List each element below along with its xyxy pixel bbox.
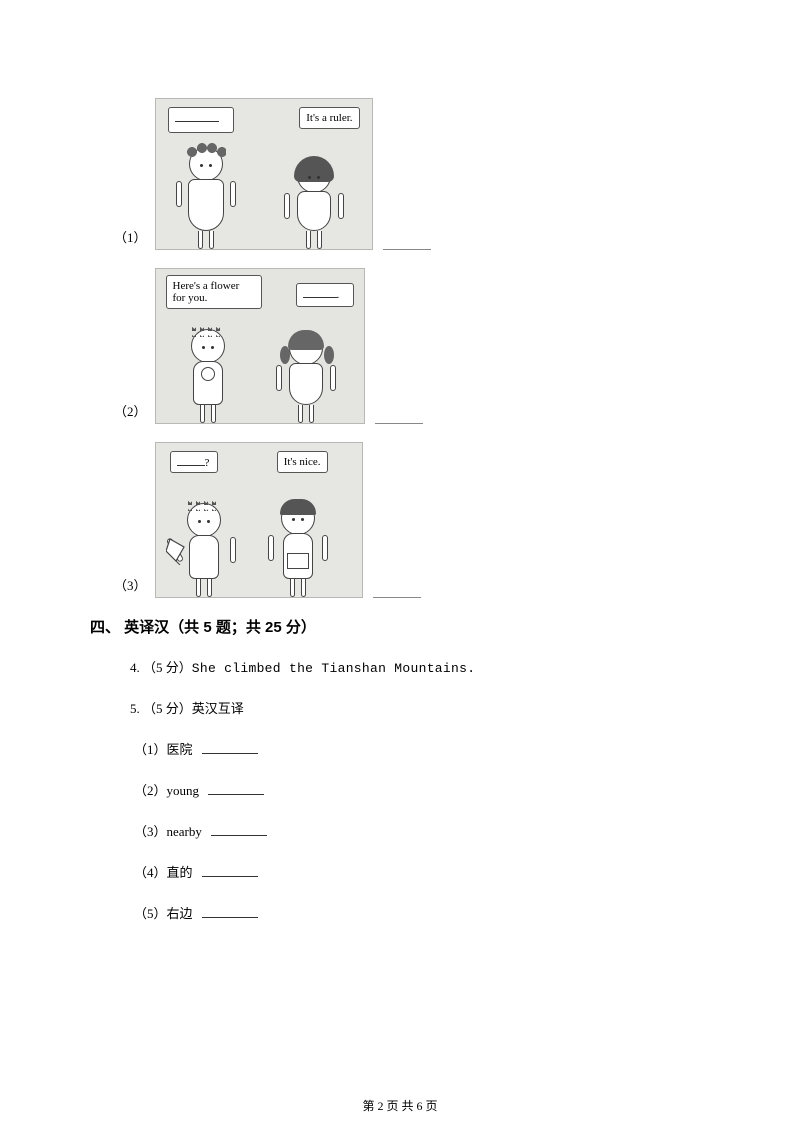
question-3-image: ? It's nice. [155,442,363,598]
speech-ruler: It's a ruler. [299,107,359,129]
speech-blank-left [168,107,234,133]
speech-nice: It's nice. [277,451,328,473]
question-5-sub-3: （3）nearby [134,821,710,840]
page-footer: 第 2 页 共 6 页 [0,1097,800,1114]
speech-flower: Here's a flower for you. [166,275,262,309]
answer-blank-1[interactable] [383,239,431,250]
kite-icon [166,537,188,565]
question-4-text: She climbed the Tianshan Mountains. [192,661,476,676]
speech-blank-right: . [296,283,354,307]
sub-1-num: （1） [134,742,167,757]
sub-5-blank[interactable] [202,907,258,918]
question-3-number: （3） [114,575,147,598]
section-4-header: 四、 英译汉（共 5 题；共 25 分） [90,616,710,637]
question-2-number: （2） [114,401,147,424]
sub-4-num: （4） [134,865,167,880]
page-content: （1） It's a ruler. （2） [0,0,800,922]
figure-girl-pigtails [284,331,328,423]
sub-2-num: （2） [134,783,167,798]
sub-5-num: （5） [134,906,167,921]
sub-1-blank[interactable] [202,743,258,754]
question-image-2-row: （2） Here's a flower for you. . [114,268,710,424]
question-5-text: 英汉互译 [192,701,244,716]
question-4-prefix: 4. （5 分） [130,660,192,675]
sub-3-num: （3） [134,824,167,839]
sub-3-blank[interactable] [211,825,267,836]
sub-2-blank[interactable] [208,784,264,795]
sub-4-blank[interactable] [202,866,258,877]
figure-boy-apron [276,501,320,597]
sub-1-text: 医院 [167,742,193,757]
question-5: 5. （5 分）英汉互译 [130,698,710,717]
question-1-number: （1） [114,227,147,250]
sub-2-text: young [167,783,200,798]
question-2-image: Here's a flower for you. . [155,268,365,424]
figure-woman [184,147,228,249]
question-1-image: It's a ruler. [155,98,373,250]
sub-5-text: 右边 [167,906,193,921]
sub-4-text: 直的 [167,865,193,880]
question-5-sub-1: （1）医院 [134,739,710,758]
question-5-sub-4: （4）直的 [134,862,710,881]
figure-boy-kite [180,503,228,597]
question-image-3-row: （3） ? It's nice. [114,442,710,598]
sub-3-text: nearby [167,824,202,839]
figure-girl-bob [292,159,336,249]
question-image-1-row: （1） It's a ruler. [114,98,710,250]
answer-blank-3[interactable] [373,587,421,598]
answer-blank-2[interactable] [375,413,423,424]
question-5-prefix: 5. （5 分） [130,701,192,716]
speech-blank-left-3: ? [170,451,218,473]
question-4: 4. （5 分）She climbed the Tianshan Mountai… [130,657,710,676]
question-5-sub-2: （2）young [134,780,710,799]
figure-boy-flower [186,329,230,423]
question-5-sub-5: （5）右边 [134,903,710,922]
